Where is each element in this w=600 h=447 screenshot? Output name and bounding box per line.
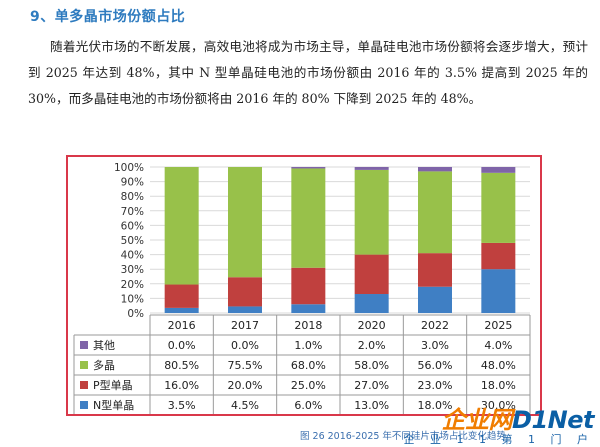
section-heading: 9、单多晶市场份额占比: [30, 9, 186, 25]
data-label: 13.0%: [354, 399, 389, 412]
y-tick-label: 20%: [121, 279, 144, 291]
bar-segment: [354, 254, 389, 295]
watermark-brand-b: D1Net: [512, 406, 594, 434]
bar-segment: [228, 167, 262, 278]
bar-segment: [164, 167, 199, 285]
y-tick-label: 60%: [121, 220, 144, 232]
x-tick-label: 2022: [421, 319, 449, 332]
data-label: 75.5%: [228, 359, 263, 372]
watermark-logo: 企业网D1Net 企 业 1 1 第 1 门 户: [403, 400, 595, 447]
data-label: 6.0%: [294, 399, 322, 412]
body-paragraph: 随着光伏市场的不断发展，高效电池将成为市场主导，单晶硅电池市场份额将会逐步增大，…: [28, 39, 588, 106]
data-label: 80.5%: [164, 359, 199, 372]
bar-segment: [481, 269, 516, 313]
data-label: 48.0%: [481, 359, 516, 372]
data-label: 3.5%: [168, 399, 196, 412]
bar-segment: [228, 277, 262, 307]
data-label: 4.0%: [484, 339, 512, 352]
bar-segment: [291, 168, 326, 268]
bar-segment: [164, 284, 199, 308]
data-label: 2.0%: [358, 339, 386, 352]
y-tick-label: 70%: [121, 206, 144, 218]
bar-segment: [354, 167, 389, 170]
x-tick-label: 2025: [484, 319, 512, 332]
bar-segment: [418, 167, 452, 172]
data-label: 18.0%: [481, 379, 516, 392]
data-label: 20.0%: [228, 379, 263, 392]
bar-segment: [418, 286, 452, 313]
chart-frame: 0% 10% 20% 30% 40% 50% 60% 70% 80% 90% 100% 2016 201…: [66, 155, 542, 416]
bar-segment: [418, 253, 452, 287]
legend-label: 多晶: [93, 358, 115, 372]
legend-swatch: [80, 381, 88, 389]
y-tick-label: 0%: [127, 308, 144, 320]
bar-segment: [418, 171, 452, 254]
bar-segment: [291, 304, 326, 313]
y-tick-label: 40%: [121, 250, 144, 262]
y-tick-label: 80%: [121, 191, 144, 203]
x-tick-label: 2020: [358, 319, 386, 332]
legend-swatch: [80, 341, 88, 349]
data-label: 4.5%: [231, 399, 259, 412]
y-tick-label: 90%: [121, 177, 144, 189]
data-label: 58.0%: [354, 359, 389, 372]
legend-label: 其他: [93, 339, 115, 352]
stacked-bar-chart: 0% 10% 20% 30% 40% 50% 60% 70% 80% 90% 100% 2016 201…: [73, 162, 531, 416]
data-label: 16.0%: [164, 379, 199, 392]
x-tick-label: 2018: [294, 319, 322, 332]
data-label: 68.0%: [291, 359, 326, 372]
data-label: 56.0%: [418, 359, 453, 372]
data-label: 25.0%: [291, 379, 326, 392]
y-tick-label: 10%: [121, 293, 144, 305]
legend-swatch: [80, 401, 88, 409]
data-label: 30.0%: [481, 399, 516, 412]
data-label: 23.0%: [418, 379, 453, 392]
bar-segment: [481, 242, 516, 270]
legend-swatch: [80, 361, 88, 369]
y-tick-label: 50%: [121, 235, 144, 247]
watermark-sub: 企 业 1 1 第 1 门 户: [403, 433, 594, 446]
bar-segment: [481, 172, 516, 243]
bar-segment: [354, 169, 389, 255]
bar-segment: [164, 307, 199, 313]
legend-label: N型单晶: [93, 398, 134, 412]
data-label: 18.0%: [418, 399, 453, 412]
data-label: 1.0%: [294, 339, 322, 352]
bar-segment: [354, 294, 389, 313]
data-label: 3.0%: [421, 339, 449, 352]
data-label: 0.0%: [231, 339, 259, 352]
data-label: 27.0%: [354, 379, 389, 392]
bar-segment: [291, 267, 326, 305]
bar-segment: [228, 306, 262, 313]
y-tick-label: 30%: [121, 264, 144, 276]
bar-segment: [481, 167, 516, 173]
legend-label: P型单晶: [93, 378, 133, 392]
bar-segment: [291, 167, 326, 169]
watermark-brand-a: 企业网: [441, 406, 513, 434]
x-tick-label: 2016: [168, 319, 196, 332]
data-label: 0.0%: [168, 339, 196, 352]
x-tick-label: 2017: [231, 319, 259, 332]
figure-caption: 图 26 2016-2025 年不同硅片市场占比变化趋势: [300, 431, 506, 442]
y-tick-label: 100%: [114, 162, 144, 174]
